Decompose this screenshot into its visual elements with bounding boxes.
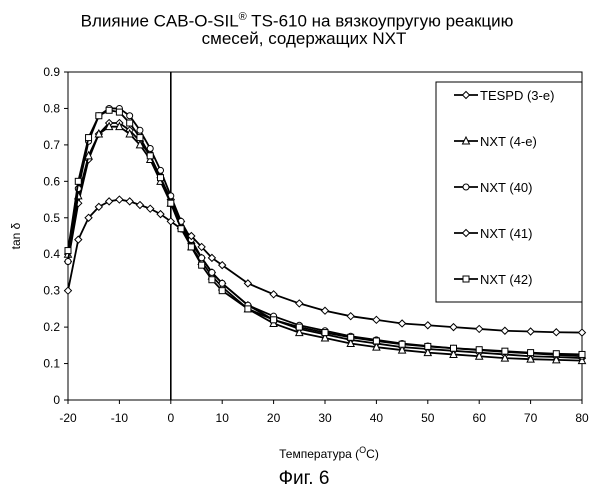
data-point	[296, 300, 303, 307]
data-point	[116, 109, 122, 115]
y-tick-label: 0	[53, 393, 60, 407]
data-point	[219, 288, 225, 294]
data-point	[116, 196, 123, 203]
y-tick-label: 0.9	[43, 65, 60, 79]
data-point	[322, 307, 329, 314]
legend-swatch-marker	[463, 184, 469, 190]
data-point	[106, 107, 112, 113]
data-point	[579, 351, 585, 357]
data-point	[296, 324, 302, 330]
x-tick-label: 40	[370, 411, 384, 425]
y-tick-label: 0.1	[43, 357, 60, 371]
data-point	[65, 287, 72, 294]
y-axis-label: tan δ	[9, 222, 23, 249]
legend-label: NXT (41)	[480, 226, 533, 241]
data-point	[106, 198, 113, 205]
x-tick-label: 30	[318, 411, 332, 425]
data-point	[501, 327, 508, 334]
y-tick-label: 0.8	[43, 101, 60, 115]
data-point	[553, 329, 560, 336]
data-point	[348, 334, 354, 340]
data-point	[219, 280, 225, 286]
data-point	[527, 328, 534, 335]
figure-caption: Фиг. 6	[0, 468, 594, 490]
legend-label: TESPD (3-е)	[480, 88, 554, 103]
x-tick-label: 20	[267, 411, 281, 425]
x-tick-label: -20	[59, 411, 77, 425]
legend-swatch-marker	[463, 276, 469, 282]
data-point	[147, 205, 154, 212]
x-tick-label: 0	[167, 411, 174, 425]
data-point	[476, 347, 482, 353]
data-point	[209, 269, 215, 275]
data-point	[579, 329, 586, 336]
data-point	[65, 259, 71, 265]
data-point	[147, 153, 153, 159]
data-point	[96, 113, 102, 119]
data-point	[322, 330, 328, 336]
data-point	[168, 200, 174, 206]
y-tick-label: 0.5	[43, 211, 60, 225]
data-point	[270, 291, 277, 298]
data-point	[158, 175, 164, 181]
data-point	[126, 198, 133, 205]
data-point	[188, 244, 194, 250]
data-point	[271, 317, 277, 323]
data-point	[399, 341, 405, 347]
data-point	[86, 135, 92, 141]
x-tick-label: 70	[524, 411, 538, 425]
data-point	[424, 322, 431, 329]
data-point	[347, 313, 354, 320]
x-axis-label: Температура (OC)	[279, 445, 379, 461]
data-point	[553, 351, 559, 357]
data-point	[127, 120, 133, 126]
legend-label: NXT (4-е)	[480, 134, 537, 149]
data-point	[199, 262, 205, 268]
y-tick-label: 0.6	[43, 174, 60, 188]
data-point	[502, 348, 508, 354]
x-tick-label: -10	[111, 411, 129, 425]
data-point	[178, 226, 184, 232]
y-tick-label: 0.2	[43, 320, 60, 334]
data-point	[528, 350, 534, 356]
x-tick-label: 60	[473, 411, 487, 425]
y-tick-label: 0.7	[43, 138, 60, 152]
data-point	[75, 236, 82, 243]
data-point	[450, 324, 457, 331]
data-point	[127, 113, 133, 119]
chart-legend: TESPD (3-е) NXT (4-е) NXT (40) NXT (41) NXT …	[436, 82, 582, 302]
data-point	[137, 135, 143, 141]
data-point	[399, 320, 406, 327]
x-tick-label: 80	[575, 411, 589, 425]
x-tick-label: 10	[216, 411, 230, 425]
legend-label: NXT (40)	[480, 180, 533, 195]
data-point	[136, 202, 143, 209]
data-point	[209, 277, 215, 283]
x-tick-label: 50	[421, 411, 435, 425]
y-tick-label: 0.3	[43, 284, 60, 298]
y-tick-label: 0.4	[43, 247, 60, 261]
data-point	[373, 338, 379, 344]
data-point	[451, 345, 457, 351]
data-point	[65, 248, 71, 254]
data-point	[476, 325, 483, 332]
data-point	[75, 178, 81, 184]
data-point	[137, 127, 143, 133]
data-point	[245, 306, 251, 312]
data-point	[373, 316, 380, 323]
legend-label: NXT (42)	[480, 272, 533, 287]
data-point	[425, 343, 431, 349]
